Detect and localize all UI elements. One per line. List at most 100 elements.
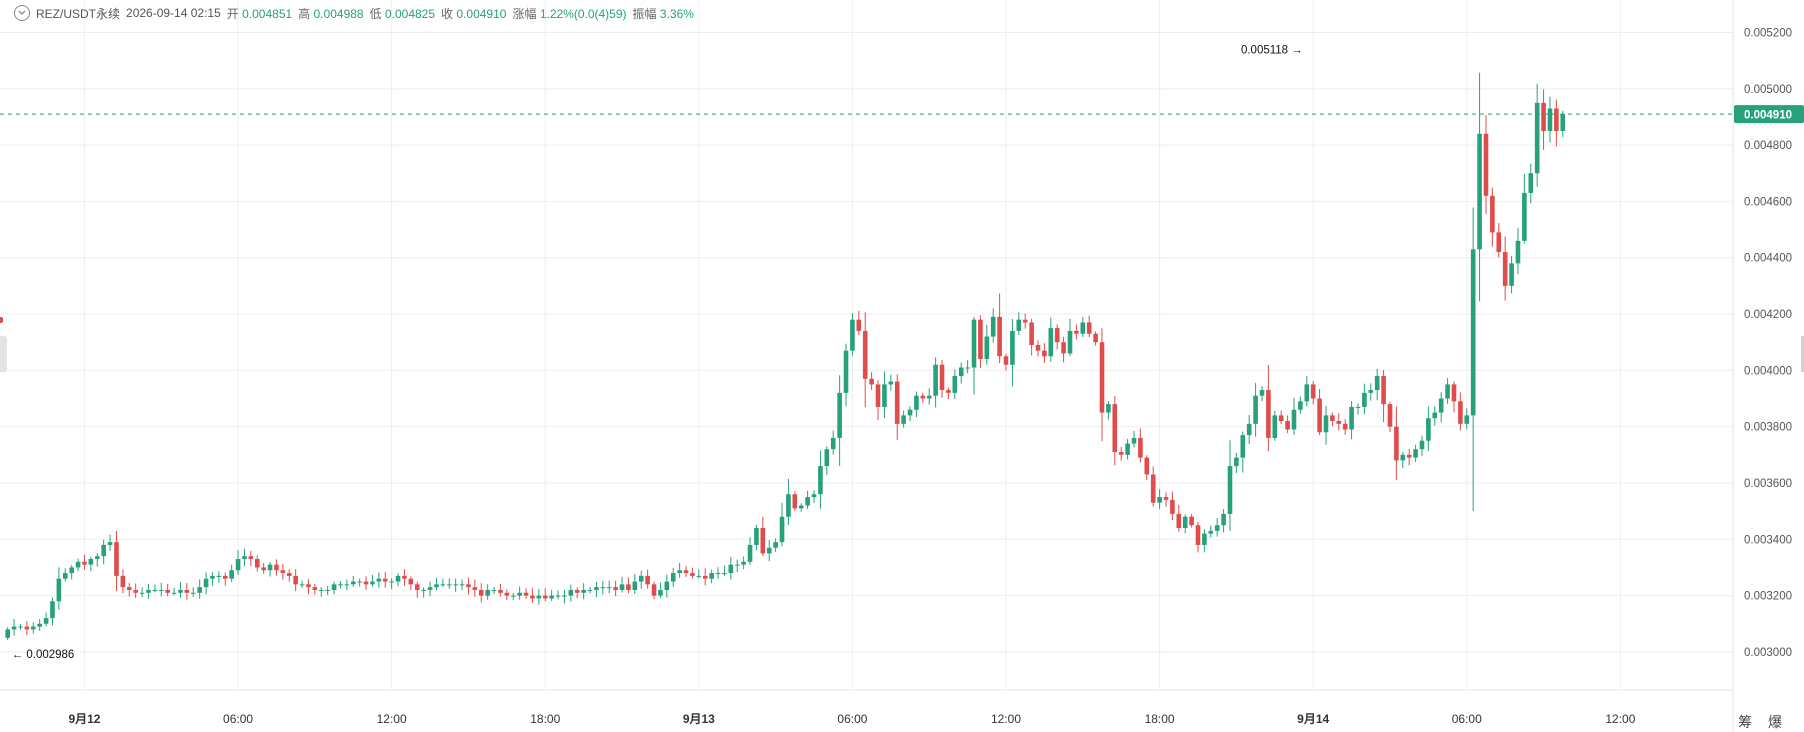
candle-body bbox=[491, 589, 497, 591]
candle bbox=[1125, 438, 1130, 460]
candle-body bbox=[946, 390, 951, 393]
candle-body bbox=[1522, 192, 1527, 241]
candle bbox=[1170, 491, 1175, 521]
candle-body bbox=[1125, 443, 1130, 455]
candle bbox=[1048, 317, 1054, 362]
low-label: 低 bbox=[369, 6, 382, 21]
x-tick-label: 06:00 bbox=[837, 712, 867, 726]
y-tick-label: 0.003800 bbox=[1744, 422, 1792, 434]
candle-body bbox=[933, 364, 938, 396]
candle bbox=[1528, 163, 1534, 204]
candle bbox=[523, 588, 529, 599]
candle-body bbox=[146, 589, 151, 593]
candle-body bbox=[395, 575, 401, 582]
candle bbox=[779, 502, 785, 547]
candle-body bbox=[1150, 474, 1156, 503]
x-tick-label: 06:00 bbox=[1452, 712, 1482, 726]
candle-body bbox=[1317, 398, 1322, 433]
candle-body bbox=[1131, 437, 1137, 444]
candle-body bbox=[1470, 249, 1476, 416]
x-tick-label: 9月13 bbox=[683, 712, 715, 726]
candle-body bbox=[139, 592, 145, 594]
candle bbox=[101, 539, 106, 565]
candle-body bbox=[24, 626, 30, 630]
candle-body bbox=[920, 395, 926, 399]
candle bbox=[638, 570, 644, 589]
left-panel-handle[interactable] bbox=[0, 336, 7, 372]
candle-body bbox=[690, 573, 695, 576]
corner-tools[interactable]: 筹 爆 bbox=[1738, 714, 1788, 730]
y-tick-label: 0.003000 bbox=[1744, 647, 1792, 659]
candle bbox=[1400, 451, 1406, 469]
candle-body bbox=[1349, 406, 1354, 430]
candle-body bbox=[133, 589, 138, 593]
candle bbox=[709, 569, 714, 584]
candle-body bbox=[1304, 384, 1310, 402]
candle bbox=[94, 552, 100, 567]
candle bbox=[1502, 236, 1508, 301]
candle-body bbox=[498, 589, 503, 593]
candle bbox=[1022, 313, 1028, 329]
candle-body bbox=[1387, 404, 1393, 427]
candle-body bbox=[530, 595, 535, 599]
right-panel-handle[interactable] bbox=[1801, 336, 1804, 372]
candle bbox=[1259, 386, 1265, 402]
candle bbox=[1029, 318, 1034, 356]
candle-body bbox=[517, 592, 522, 596]
amplitude-value: 3.36% bbox=[659, 6, 694, 21]
candle-body bbox=[779, 516, 785, 543]
candle bbox=[920, 392, 926, 403]
x-tick-label: 9月14 bbox=[1297, 712, 1329, 726]
candle bbox=[210, 572, 215, 586]
candle bbox=[1374, 368, 1380, 401]
candle bbox=[485, 584, 490, 600]
candle-body bbox=[280, 570, 286, 574]
candle bbox=[530, 588, 535, 603]
candle-body bbox=[747, 544, 753, 562]
candle bbox=[421, 587, 426, 598]
candle bbox=[1413, 444, 1418, 462]
candle bbox=[664, 574, 670, 598]
candle bbox=[440, 578, 446, 588]
candle-body bbox=[120, 575, 126, 588]
candle bbox=[1349, 401, 1354, 440]
collapse-chevron-icon[interactable] bbox=[14, 5, 30, 21]
candle bbox=[1144, 455, 1150, 480]
candle-body bbox=[459, 584, 465, 586]
candle bbox=[363, 576, 369, 590]
candle bbox=[907, 406, 913, 422]
candle-body bbox=[773, 542, 778, 548]
candle-body bbox=[1106, 404, 1111, 413]
candle bbox=[338, 581, 343, 589]
candle-body bbox=[402, 575, 407, 579]
candle bbox=[446, 578, 452, 589]
candle-body bbox=[1336, 421, 1342, 424]
change-label: 涨幅 bbox=[512, 6, 537, 21]
candle-body bbox=[741, 561, 746, 565]
candle-body bbox=[1368, 390, 1374, 393]
candle bbox=[818, 450, 823, 509]
candle-body bbox=[645, 575, 650, 585]
candle-body bbox=[376, 578, 382, 582]
candle-body bbox=[626, 584, 631, 590]
candle bbox=[1278, 410, 1284, 425]
candle bbox=[216, 571, 222, 583]
candle bbox=[882, 371, 887, 419]
candle-body bbox=[222, 575, 228, 579]
candle-body bbox=[818, 466, 823, 495]
candle-body bbox=[670, 573, 676, 582]
candle-body bbox=[658, 589, 663, 596]
candle-body bbox=[997, 316, 1002, 357]
candle-body bbox=[286, 573, 292, 576]
candle bbox=[786, 478, 791, 526]
candle bbox=[88, 556, 94, 572]
candle-body bbox=[1253, 395, 1258, 424]
candle-body bbox=[1272, 415, 1278, 438]
candle-body bbox=[587, 589, 593, 591]
candle bbox=[1246, 415, 1252, 445]
candle-body bbox=[1176, 513, 1182, 529]
candle-body bbox=[338, 584, 343, 586]
candle bbox=[728, 556, 734, 580]
candle bbox=[741, 556, 746, 570]
